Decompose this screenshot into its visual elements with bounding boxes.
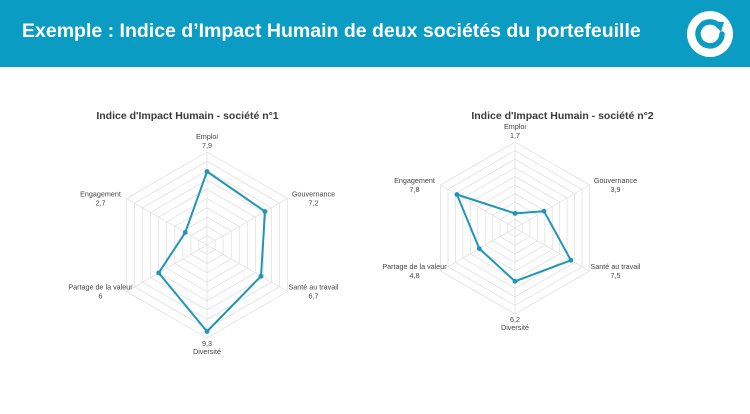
axis-label: Partage de la valeur [68, 283, 133, 292]
value-label: 3,9 [611, 185, 621, 194]
radar-chart-company-2: Indice d'Impact Humain - société n°2 Emp… [375, 95, 750, 414]
value-label: 2,7 [96, 199, 106, 208]
grid-spoke [206, 244, 288, 292]
value-label: 4,8 [410, 271, 420, 280]
axis-label: Gouvernance [594, 176, 637, 185]
value-label: 7,8 [410, 185, 420, 194]
grid-spoke [126, 198, 208, 246]
value-label: 7,9 [202, 141, 212, 150]
value-label: 7,5 [611, 271, 621, 280]
data-point [476, 246, 482, 252]
data-point [156, 270, 162, 276]
axis-label: Santé au travail [591, 262, 641, 271]
value-label: 6,7 [309, 292, 319, 301]
series-line [455, 193, 572, 283]
value-label: 1,7 [510, 131, 520, 140]
axis-label: Engagement [80, 190, 121, 199]
data-point [568, 257, 574, 263]
axis-label: Santé au travail [289, 283, 339, 292]
data-point [512, 211, 518, 216]
value-label: 7,2 [309, 199, 319, 208]
value-label: 6,2 [510, 315, 520, 324]
chart-title: Indice d'Impact Humain - société n°1 [96, 110, 279, 122]
page-header: Exemple : Indice d’Impact Humain de deux… [0, 0, 750, 67]
axis-label: Emploi [504, 122, 526, 131]
value-label: 6 [99, 292, 103, 301]
grid-spoke [206, 198, 288, 246]
grid-spoke [514, 227, 590, 272]
axis-label: Diversité [501, 323, 529, 332]
axis-label: Gouvernance [292, 190, 335, 199]
data-point [204, 169, 210, 174]
data-point [258, 273, 264, 279]
page-title: Exemple : Indice d’Impact Humain de deux… [22, 20, 641, 42]
data-point [512, 278, 518, 284]
axis-label: Diversité [193, 347, 221, 356]
grid-spoke [514, 184, 590, 229]
data-point [204, 329, 210, 334]
axis-label: Emploi [196, 132, 218, 141]
grid-spoke [440, 184, 516, 229]
data-point [182, 230, 188, 235]
chart-title: Indice d'Impact Humain - société n°2 [471, 110, 654, 122]
radar-chart-company-1: Indice d'Impact Humain - société n°1 Emp… [0, 95, 375, 414]
value-label: 9,3 [202, 339, 212, 348]
data-point [541, 208, 547, 214]
circular-arrow-icon [687, 11, 733, 57]
axis-label: Partage de la valeur [382, 262, 447, 271]
data-point [454, 192, 460, 197]
data-point [262, 209, 268, 214]
grid-spoke [126, 244, 208, 292]
axis-label: Engagement [394, 176, 435, 185]
